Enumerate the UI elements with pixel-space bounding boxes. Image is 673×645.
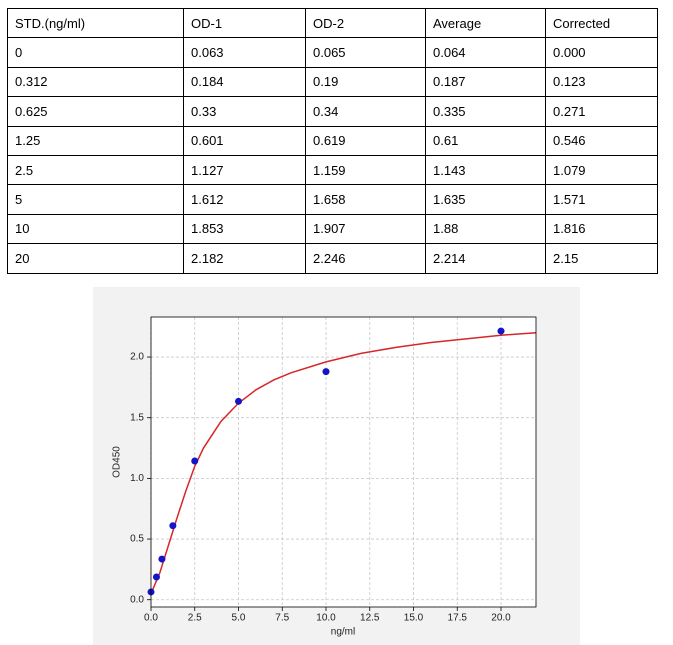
data-point	[235, 397, 242, 405]
table-cell: OD-1	[183, 7, 306, 39]
plot-area	[151, 317, 536, 607]
table-cell: 1.635	[425, 184, 546, 215]
table-cell: 1.079	[545, 154, 658, 186]
table-row: 10 1.853 1.907 1.88 1.816	[7, 213, 658, 245]
table-cell: STD.(ng/ml)	[7, 7, 184, 39]
table-row: 0.625 0.33 0.34 0.335 0.271	[7, 96, 658, 127]
table-cell: 0.063	[183, 37, 306, 68]
table-cell: 1.143	[425, 154, 546, 186]
table-row: 0 0.063 0.065 0.064 0.000	[7, 37, 658, 68]
y-tick-label: 1.0	[130, 473, 144, 484]
table-cell: Corrected	[545, 7, 658, 39]
table-cell: 0.065	[305, 37, 426, 68]
x-tick-label: 12.5	[360, 613, 380, 624]
plot-frame	[150, 316, 537, 608]
data-point	[158, 555, 166, 563]
table-cell: 0.19	[305, 66, 426, 98]
table-cell: 20	[7, 243, 184, 274]
y-tick-label: 1.5	[130, 412, 144, 423]
table-row: 5 1.612 1.658 1.635 1.571	[7, 184, 658, 215]
x-tick-label: 17.5	[448, 613, 468, 624]
x-tick-label: 5.0	[232, 613, 246, 624]
data-point	[322, 368, 330, 376]
x-tick-label: 7.5	[275, 613, 289, 624]
x-tick-label: 2.5	[188, 613, 202, 624]
data-point	[497, 327, 505, 335]
standard-table: STD.(ng/ml) OD-1 OD-2 Average Corrected 0 0.06…	[7, 7, 658, 274]
table-cell: 2.246	[305, 243, 426, 274]
x-axis-label: ng/ml	[331, 627, 355, 638]
table-cell: 2.15	[545, 243, 658, 274]
table-cell: Average	[425, 7, 546, 39]
x-tick-label: 20.0	[491, 613, 511, 624]
data-point	[169, 522, 177, 530]
y-axis-label: OD450	[112, 446, 123, 478]
data-point	[152, 573, 160, 581]
data-point	[191, 457, 199, 465]
fit-curve	[150, 332, 537, 594]
table-cell: 0.187	[425, 66, 546, 98]
y-tick-label: 0.0	[130, 594, 144, 605]
table-cell: 1.816	[545, 213, 658, 245]
table-cell: 2.182	[183, 243, 306, 274]
table-row: 20 2.182 2.246 2.214 2.15	[7, 243, 658, 274]
y-tick-label: 2.0	[130, 352, 144, 363]
header-row: STD.(ng/ml) OD-1 OD-2 Average Corrected	[7, 7, 658, 39]
x-tick-label: 15.0	[404, 613, 424, 624]
table-cell: 0.335	[425, 96, 546, 127]
table-cell: 0.34	[305, 96, 426, 127]
table-cell: 0.601	[183, 125, 306, 156]
table-cell: 1.907	[305, 213, 426, 245]
y-tick-label: 0.5	[130, 534, 144, 545]
x-tick-label: 0.0	[144, 613, 158, 624]
table-cell: 0.61	[425, 125, 546, 156]
table-cell: 5	[7, 184, 184, 215]
table-cell: 0.625	[7, 96, 184, 127]
table-cell: 1.127	[183, 154, 306, 186]
table-cell: 2.214	[425, 243, 546, 274]
x-tick-label: 10.0	[316, 613, 336, 624]
